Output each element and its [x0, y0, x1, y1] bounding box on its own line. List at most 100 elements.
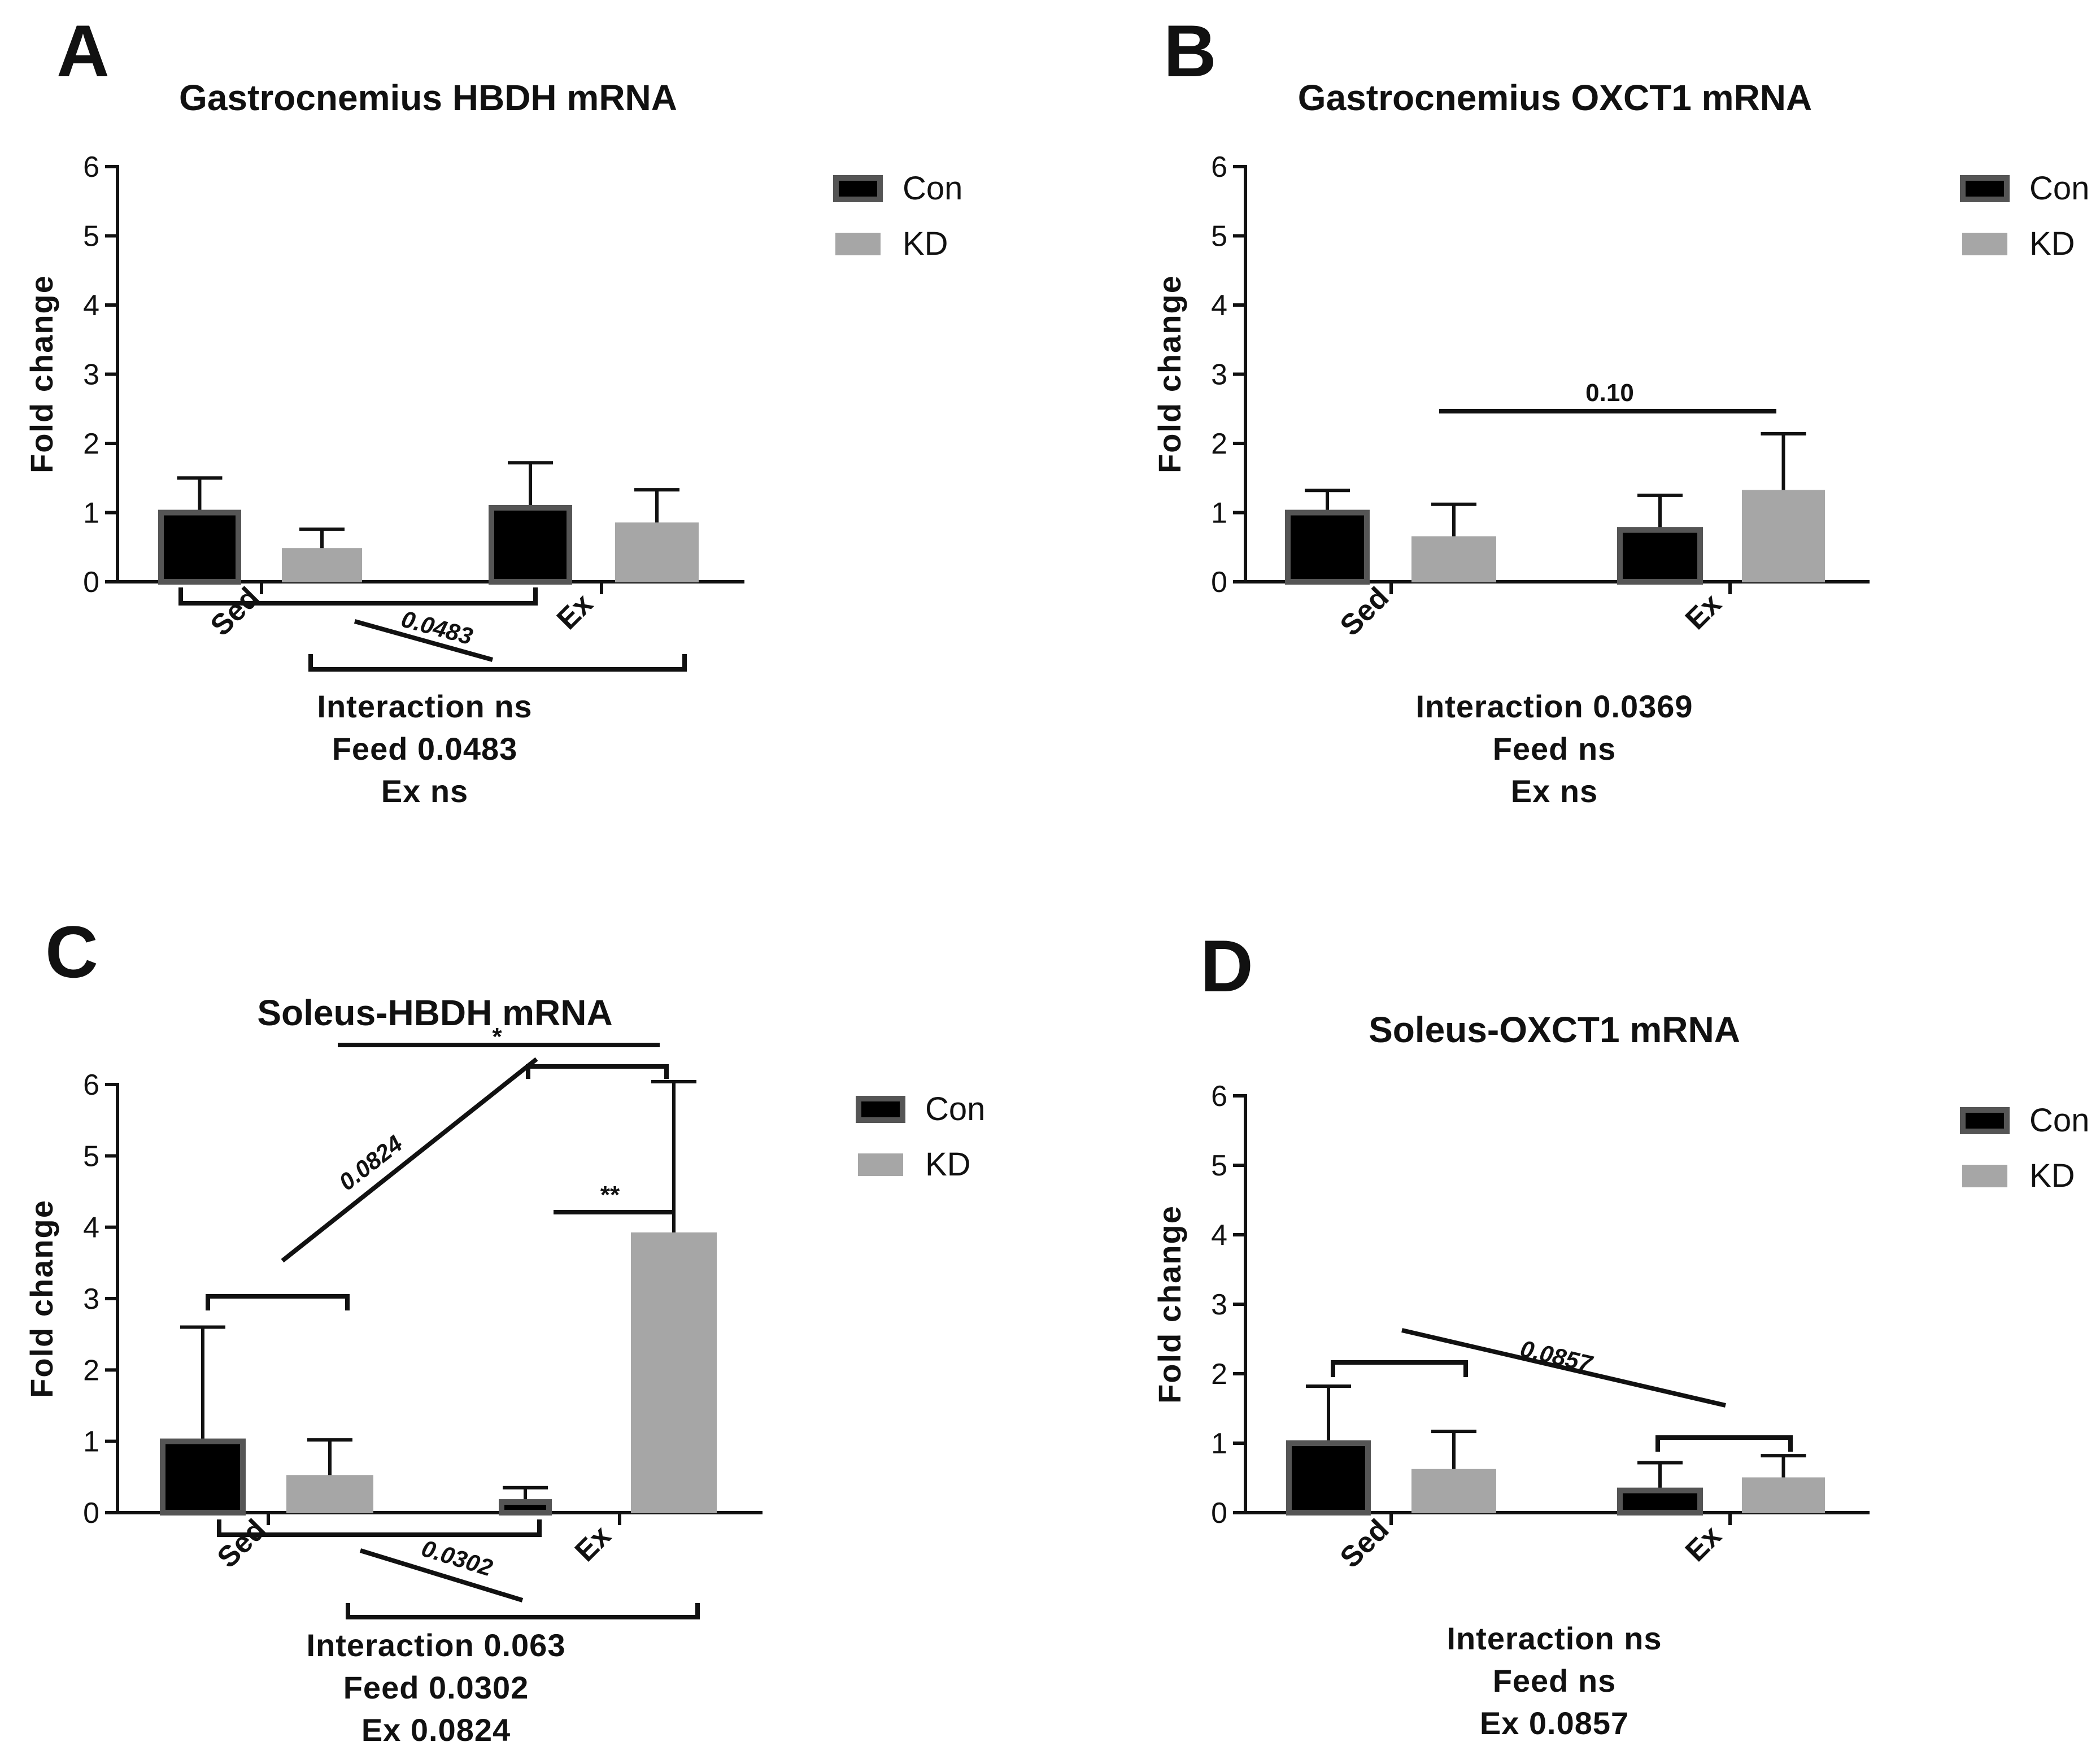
y-tick-label: 5 [1211, 220, 1227, 253]
bracket-sed [206, 1294, 350, 1310]
x-category-label: Sed [1334, 581, 1395, 642]
y-tick-label: 6 [1211, 151, 1227, 184]
y-tick-label: 3 [1211, 1288, 1227, 1321]
feed-bracket-con [178, 587, 538, 606]
bar-con-ex [489, 504, 572, 585]
stats-line: Feed 0.0302 [343, 1670, 529, 1705]
y-axis-label: Fold change [1152, 1205, 1187, 1404]
p-value-annotation: 0.0824 [334, 1130, 407, 1196]
legend-swatch-con [833, 175, 883, 202]
bracket-ex [1655, 1435, 1793, 1452]
y-tick-label: 4 [83, 289, 99, 322]
y-tick-label: 2 [83, 428, 99, 460]
x-category-label: Ex [1679, 587, 1728, 636]
feed-bracket-kd [308, 654, 687, 672]
x-category-label: Sed [1334, 1513, 1395, 1574]
legend-swatch-kd [835, 233, 881, 255]
legend-swatch-con [1960, 1107, 2010, 1134]
y-tick-label: 2 [1211, 1358, 1227, 1391]
panel-a: A Gastrocnemius HBDH mRNA 0 1 2 3 4 5 6 Fold chan… [24, 10, 962, 809]
legend-swatch-kd [1962, 1165, 2007, 1187]
stats-line: Ex 0.0824 [361, 1712, 511, 1748]
y-tick-label: 0 [83, 566, 99, 599]
legend-label-kd: KD [925, 1146, 971, 1183]
y-tick-label: 2 [1211, 428, 1227, 460]
bar-con-ex [1617, 1487, 1703, 1516]
y-tick-label: 5 [83, 220, 99, 253]
p-value-annotation: 0.10 [1585, 379, 1634, 407]
stats-line: Interaction ns [317, 689, 532, 724]
bracket-sed [1331, 1360, 1468, 1377]
y-tick-label: 4 [83, 1212, 99, 1244]
bar-kd-sed [286, 1475, 373, 1513]
x-category-label: Ex [551, 587, 599, 636]
chart-title: Gastrocnemius HBDH mRNA [179, 77, 677, 118]
chart-title: Soleus-HBDH mRNA [257, 992, 612, 1033]
bar-con-sed [160, 1438, 246, 1516]
y-tick-label: 0 [1211, 566, 1227, 599]
chart-title: Gastrocnemius OXCT1 mRNA [1298, 77, 1812, 118]
y-tick-label: 6 [1211, 1080, 1227, 1113]
panel-d: D Soleus-OXCT1 mRNA 0 1 2 3 4 5 6 Fold change Sed E… [1152, 925, 2089, 1741]
bar-con-sed [1285, 509, 1370, 585]
stats-line: Ex 0.0857 [1480, 1705, 1629, 1741]
bar-kd-ex [1742, 1477, 1825, 1513]
y-tick-label: 1 [1211, 497, 1227, 530]
legend-swatch-kd [1962, 233, 2007, 255]
stats-line: Feed 0.0483 [332, 731, 518, 767]
y-tick-label: 6 [83, 1069, 99, 1101]
stats-line: Feed ns [1493, 731, 1617, 767]
panel-letter: C [45, 911, 98, 993]
y-tick-label: 6 [83, 151, 99, 184]
significance-line-feed [359, 1548, 524, 1602]
y-tick-label: 5 [83, 1140, 99, 1173]
legend-label-con: Con [925, 1091, 985, 1127]
y-tick-label: 1 [83, 497, 99, 530]
feed-bracket-con [217, 1519, 542, 1537]
legend-label-con: Con [2029, 1102, 2089, 1139]
stats-line: Feed ns [1493, 1663, 1617, 1699]
y-axis-label: Fold change [1152, 275, 1187, 473]
bar-kd-sed [282, 548, 362, 583]
legend-label-con: Con [903, 170, 962, 207]
y-tick-label: 0 [83, 1497, 99, 1530]
legend-label-kd: KD [2029, 225, 2075, 262]
stats-line: Ex ns [381, 773, 468, 809]
bar-con-sed [158, 509, 241, 585]
stats-line: Interaction 0.0369 [1415, 689, 1693, 724]
bar-kd-ex [1742, 490, 1825, 582]
y-tick-label: 3 [83, 359, 99, 391]
p-value-annotation: 0.0857 [1518, 1335, 1595, 1378]
legend-swatch-con [856, 1096, 905, 1123]
y-tick-label: 4 [1211, 289, 1227, 322]
x-category-label: Sed [204, 581, 265, 642]
stats-line: Interaction 0.063 [307, 1627, 566, 1663]
significance-stars: ** [600, 1181, 620, 1209]
legend-label-kd: KD [903, 225, 948, 262]
bar-con-sed [1286, 1440, 1371, 1516]
chart-title: Soleus-OXCT1 mRNA [1369, 1009, 1740, 1050]
bar-kd-sed [1411, 1469, 1496, 1513]
panel-b: B Gastrocnemius OXCT1 mRNA 0 1 2 3 4 5 6 Fold cha… [1152, 10, 2089, 809]
y-tick-label: 5 [1211, 1149, 1227, 1182]
y-tick-label: 0 [1211, 1497, 1227, 1530]
stats-line: Ex ns [1511, 773, 1598, 809]
y-tick-label: 1 [83, 1426, 99, 1458]
y-tick-label: 3 [1211, 359, 1227, 391]
significance-line-ex [281, 1057, 538, 1263]
legend-label-kd: KD [2029, 1157, 2075, 1194]
legend-swatch-con [1960, 175, 2010, 202]
y-tick-label: 1 [1211, 1427, 1227, 1460]
significance-line [1401, 1328, 1726, 1408]
panel-letter: D [1200, 925, 1253, 1007]
panel-letter: B [1164, 10, 1217, 92]
x-category-label: Ex [569, 1519, 617, 1568]
panel-letter: A [56, 10, 110, 92]
significance-star: * [492, 1023, 502, 1051]
legend-swatch-kd [858, 1153, 903, 1176]
y-axis-label: Fold change [24, 275, 59, 473]
y-tick-label: 4 [1211, 1219, 1227, 1252]
bar-kd-ex [615, 522, 699, 582]
